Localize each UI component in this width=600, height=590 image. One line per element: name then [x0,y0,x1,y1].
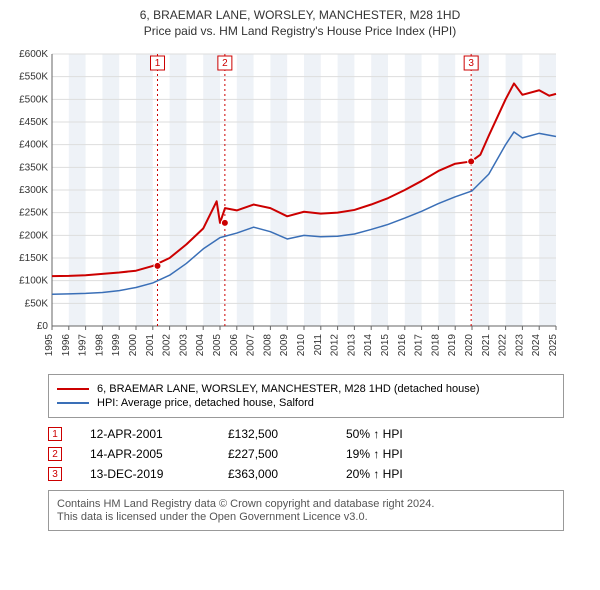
legend: 6, BRAEMAR LANE, WORSLEY, MANCHESTER, M2… [48,374,564,418]
event-hpi: 20% ↑ HPI [346,467,403,481]
event-price: £363,000 [228,467,318,481]
legend-swatch [57,388,89,390]
svg-text:2021: 2021 [481,334,492,357]
svg-text:1999: 1999 [111,334,122,357]
footer: Contains HM Land Registry data © Crown c… [48,490,564,531]
svg-text:2004: 2004 [195,334,206,357]
legend-label: 6, BRAEMAR LANE, WORSLEY, MANCHESTER, M2… [97,383,480,395]
svg-text:2025: 2025 [548,334,559,357]
chart-title: 6, BRAEMAR LANE, WORSLEY, MANCHESTER, M2… [8,8,592,38]
svg-text:2011: 2011 [313,334,324,356]
svg-text:1997: 1997 [78,334,89,357]
svg-text:2003: 2003 [178,334,189,357]
svg-text:£300K: £300K [19,185,48,196]
svg-text:1996: 1996 [61,334,72,357]
event-price: £132,500 [228,427,318,441]
svg-text:2012: 2012 [330,334,341,357]
svg-text:3: 3 [468,58,474,69]
svg-text:£100K: £100K [19,276,48,287]
svg-text:2023: 2023 [514,334,525,357]
event-row: 3 13-DEC-2019 £363,000 20% ↑ HPI [48,464,564,484]
svg-text:2019: 2019 [447,334,458,357]
svg-text:£400K: £400K [19,140,48,151]
event-marker-icon: 1 [48,427,62,441]
svg-text:2018: 2018 [430,334,441,357]
svg-text:2020: 2020 [464,334,475,357]
chart-area: £0 £50K £100K £150K £200K £250K £300K £350K £400… [8,46,592,366]
svg-text:£450K: £450K [19,117,48,128]
svg-text:£500K: £500K [19,94,48,105]
svg-text:£0: £0 [37,321,49,332]
svg-text:2022: 2022 [498,334,509,357]
event-date: 14-APR-2005 [90,447,200,461]
svg-text:1998: 1998 [94,334,105,357]
svg-text:£600K: £600K [19,49,48,60]
line-chart: £0 £50K £100K £150K £200K £250K £300K £350K £400… [8,46,568,366]
svg-text:2007: 2007 [246,334,257,357]
event-price: £227,500 [228,447,318,461]
svg-text:2009: 2009 [279,334,290,357]
svg-text:2006: 2006 [229,334,240,357]
event-hpi: 19% ↑ HPI [346,447,403,461]
svg-text:2005: 2005 [212,334,223,357]
svg-text:1995: 1995 [44,334,55,357]
legend-row: HPI: Average price, detached house, Salf… [57,397,555,409]
svg-text:2: 2 [222,58,228,69]
svg-text:2015: 2015 [380,334,391,357]
svg-text:2016: 2016 [397,334,408,357]
svg-text:2001: 2001 [145,334,156,357]
svg-text:2000: 2000 [128,334,139,357]
svg-text:£200K: £200K [19,230,48,241]
legend-swatch [57,402,89,404]
footer-line2: This data is licensed under the Open Gov… [57,511,555,523]
svg-text:£550K: £550K [19,72,48,83]
svg-text:2008: 2008 [262,334,273,357]
event-row: 1 12-APR-2001 £132,500 50% ↑ HPI [48,424,564,444]
svg-text:2002: 2002 [162,334,173,357]
event-date: 13-DEC-2019 [90,467,200,481]
title-line2: Price paid vs. HM Land Registry's House … [8,24,592,38]
svg-text:2013: 2013 [346,334,357,357]
svg-text:£350K: £350K [19,162,48,173]
svg-text:£250K: £250K [19,208,48,219]
title-line1: 6, BRAEMAR LANE, WORSLEY, MANCHESTER, M2… [8,8,592,22]
events-table: 1 12-APR-2001 £132,500 50% ↑ HPI 2 14-AP… [48,424,564,484]
event-date: 12-APR-2001 [90,427,200,441]
event-marker-icon: 3 [48,467,62,481]
event-row: 2 14-APR-2005 £227,500 19% ↑ HPI [48,444,564,464]
svg-text:£50K: £50K [25,298,49,309]
svg-text:£150K: £150K [19,253,48,264]
legend-label: HPI: Average price, detached house, Salf… [97,397,314,409]
footer-line1: Contains HM Land Registry data © Crown c… [57,498,555,510]
event-marker-icon: 2 [48,447,62,461]
legend-row: 6, BRAEMAR LANE, WORSLEY, MANCHESTER, M2… [57,383,555,395]
svg-text:2017: 2017 [414,334,425,357]
svg-text:1: 1 [155,58,161,69]
svg-text:2024: 2024 [531,334,542,357]
svg-text:2010: 2010 [296,334,307,357]
event-hpi: 50% ↑ HPI [346,427,403,441]
svg-text:2014: 2014 [363,334,374,357]
